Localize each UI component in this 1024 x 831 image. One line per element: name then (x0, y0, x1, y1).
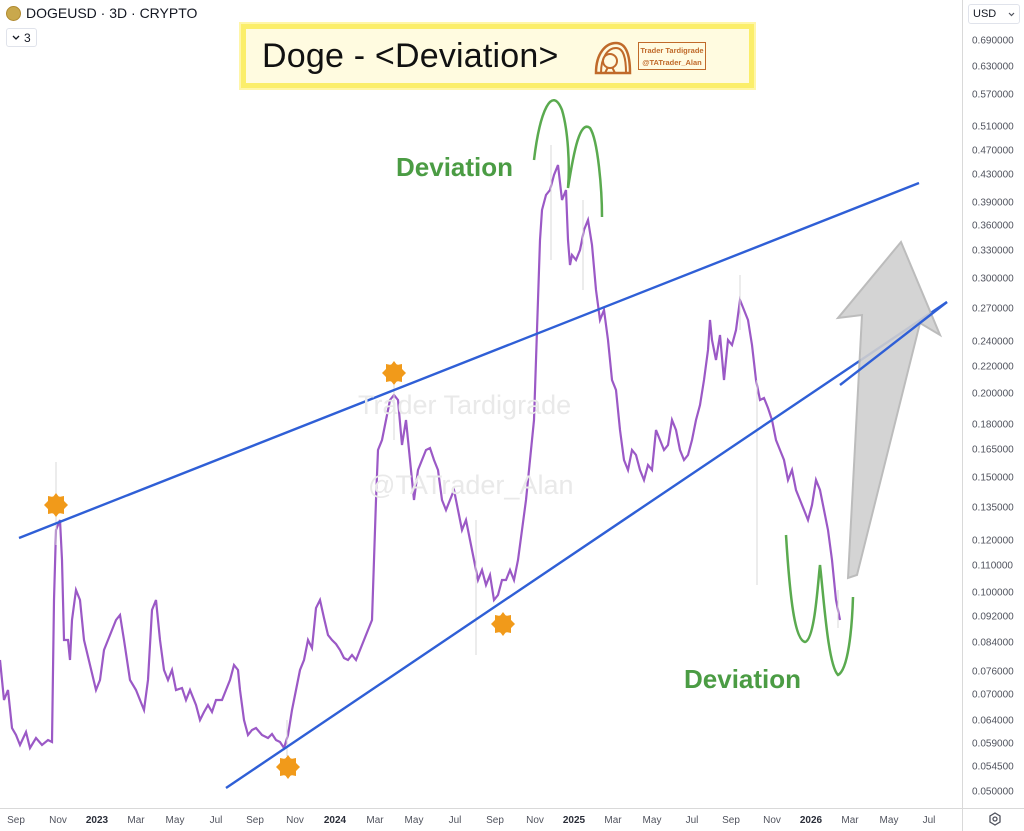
time-tick-month: Mar (127, 815, 145, 826)
watermark-name: Trader Tardigrade (358, 390, 572, 420)
time-tick-month: Jul (209, 815, 223, 826)
time-tick-month: Mar (604, 815, 622, 826)
price-tick-label: 0.470000 (972, 145, 1014, 157)
price-tick-label: 0.330000 (972, 245, 1014, 257)
time-tick-month: May (879, 815, 899, 826)
price-tick-label: 0.165000 (972, 444, 1014, 456)
top-deviation-curve (532, 98, 604, 218)
price-tick-label: 0.076000 (972, 666, 1014, 678)
price-tick-label: 0.570000 (972, 89, 1014, 101)
price-tick-label: 0.240000 (972, 336, 1014, 348)
top-deviation-label: Deviation (396, 152, 514, 182)
time-tick-year: 2024 (323, 815, 347, 826)
lower-trendline-overlay (839, 301, 948, 386)
brand-box: Trader Tardigrade @TATrader_Alan (638, 42, 706, 70)
touch-markers (44, 361, 515, 779)
price-tick-label: 0.360000 (972, 220, 1014, 232)
chart-settings-corner (962, 808, 1024, 831)
time-tick-year: 2023 (85, 815, 109, 826)
time-tick-year: 2025 (562, 815, 586, 826)
doge-coin-icon (6, 5, 21, 21)
time-tick-month: Mar (366, 815, 384, 826)
projection-arrow[interactable] (835, 240, 943, 580)
price-tick-label: 0.510000 (972, 121, 1014, 133)
chevron-down-icon (1008, 12, 1015, 16)
time-tick-month: Nov (763, 815, 781, 826)
marker-star-icon (276, 755, 300, 779)
price-tick-label: 0.120000 (972, 535, 1014, 547)
bottom-deviation-curve (784, 534, 855, 677)
marker-star-icon (382, 361, 406, 385)
currency-label: USD (973, 8, 997, 20)
price-axis[interactable]: USD 0.690000 0.630000 0.570000 0.510000 0.47… (962, 0, 1024, 808)
price-tick-label: 0.050000 (972, 786, 1014, 798)
symbol-legend[interactable]: DOGEUSD · 3D · CRYPTO (6, 5, 197, 21)
price-tick-label: 0.630000 (972, 61, 1014, 73)
price-tick-label: 0.054500 (972, 761, 1014, 773)
banner-title: Doge - <Deviation> (262, 37, 559, 75)
time-tick-month: May (642, 815, 662, 826)
price-tick-label: 0.070000 (972, 689, 1014, 701)
time-tick-month: Jul (685, 815, 699, 826)
time-tick-year: 2026 (799, 815, 823, 826)
symbol-title: DOGEUSD · 3D · CRYPTO (26, 5, 198, 21)
brand-name: Trader Tardigrade (640, 46, 704, 55)
time-tick-month: Sep (246, 815, 264, 826)
price-tick-label: 0.150000 (972, 472, 1014, 484)
chart-canvas[interactable]: Trader Tardigrade @TATrader_Alan Deviati… (0, 0, 962, 808)
price-tick-label: 0.200000 (972, 388, 1014, 400)
time-tick-month: Jul (448, 815, 462, 826)
time-tick-month: Nov (526, 815, 544, 826)
bottom-deviation-label: Deviation (684, 664, 802, 694)
currency-select[interactable]: USD (968, 4, 1020, 24)
chevron-down-icon (12, 35, 20, 40)
price-tick-label: 0.300000 (972, 273, 1014, 285)
price-tick-label: 0.059000 (972, 738, 1014, 750)
marker-star-icon (491, 612, 515, 636)
price-tick-label: 0.092000 (972, 611, 1014, 623)
marker-star-icon (44, 493, 68, 517)
time-axis[interactable]: Sep Nov 2023 Mar May Jul Sep Nov 2024 Mar May Jul Se… (0, 808, 962, 831)
price-tick-label: 0.110000 (972, 560, 1013, 572)
price-tick-label: 0.064000 (972, 715, 1014, 727)
time-tick-month: Sep (7, 815, 25, 826)
time-tick-month: May (165, 815, 185, 826)
time-tick-month: Jul (922, 815, 936, 826)
price-tick-label: 0.690000 (972, 35, 1014, 47)
price-tick-label: 0.135000 (972, 502, 1014, 514)
watermark-handle: @TATrader_Alan (368, 470, 574, 500)
price-tick-label: 0.390000 (972, 197, 1014, 209)
title-banner: Doge - <Deviation> Trader Tardigrade @TA… (241, 24, 754, 88)
time-tick-month: Sep (486, 815, 504, 826)
time-tick-month: Nov (286, 815, 304, 826)
price-tick-label: 0.100000 (972, 587, 1014, 599)
collapse-count: 3 (24, 30, 31, 45)
settings-gear-icon[interactable] (988, 812, 1002, 826)
brand-handle: @TATrader_Alan (642, 58, 702, 67)
price-tick-label: 0.270000 (972, 303, 1014, 315)
tardigrade-logo-icon (594, 41, 632, 75)
time-tick-month: May (404, 815, 424, 826)
lower-trendline[interactable] (225, 301, 948, 789)
price-chart-svg (0, 98, 948, 789)
time-tick-month: Mar (841, 815, 859, 826)
price-tick-label: 0.180000 (972, 419, 1014, 431)
time-tick-month: Sep (722, 815, 740, 826)
candle-wicks (55, 145, 839, 756)
price-tick-label: 0.220000 (972, 361, 1014, 373)
time-tick-month: Nov (49, 815, 67, 826)
upper-trendline[interactable] (18, 181, 920, 540)
price-tick-label: 0.084000 (972, 637, 1014, 649)
price-tick-label: 0.430000 (972, 169, 1014, 181)
indicators-collapse-button[interactable]: 3 (6, 28, 37, 47)
price-series-line (0, 164, 842, 751)
